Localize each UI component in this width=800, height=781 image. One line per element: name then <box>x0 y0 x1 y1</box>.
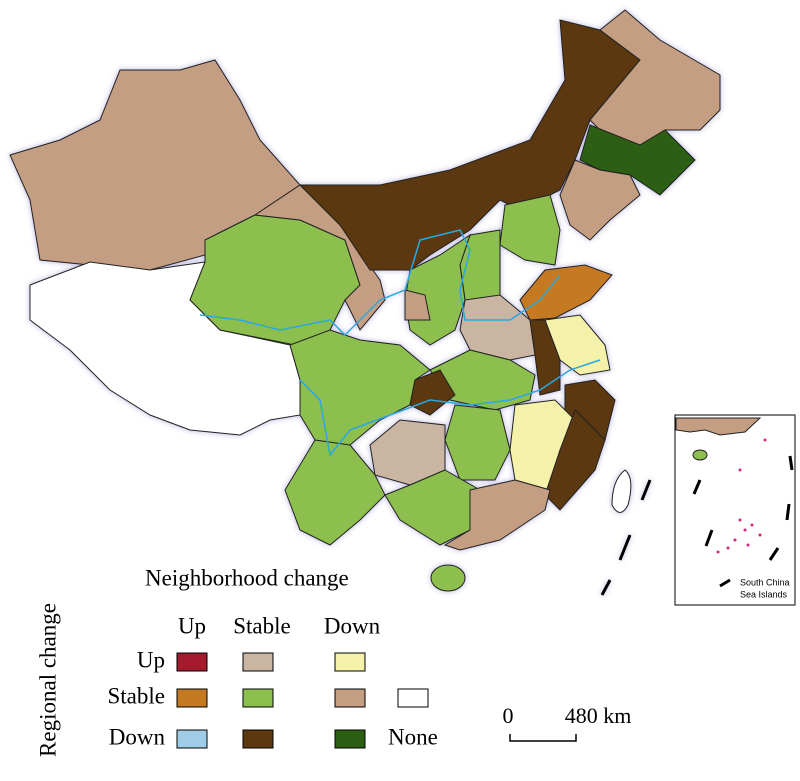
boundary-dash <box>692 455 794 588</box>
river <box>199 229 561 337</box>
boundary-dash <box>600 479 652 596</box>
legend-swatch <box>334 688 366 708</box>
region <box>544 409 606 511</box>
legend-column-label: Down <box>324 613 381 638</box>
map <box>9 9 721 596</box>
inset-label: South China <box>740 577 790 587</box>
region <box>430 564 466 592</box>
region <box>692 449 708 461</box>
inset: South China Sea Islands <box>674 414 796 606</box>
legend-swatch <box>242 652 274 672</box>
legend-row-title: Regional change <box>35 603 60 757</box>
region <box>459 294 536 361</box>
scale-line <box>509 734 577 742</box>
legend-swatch <box>242 729 274 749</box>
scale-label: 480 km <box>565 703 632 728</box>
legend-swatch <box>176 652 208 672</box>
legend-title: Neighborhood change <box>145 565 349 590</box>
legend-swatch <box>176 729 208 749</box>
legend-none-label: None <box>388 724 438 749</box>
inset-label: Sea Islands <box>740 589 788 599</box>
region <box>443 479 551 551</box>
legend-swatch <box>397 688 429 708</box>
legend-swatch <box>334 729 366 749</box>
legend-swatch <box>334 652 366 672</box>
legend: Neighborhood change Regional change Up St… <box>35 565 438 757</box>
legend-swatch <box>176 688 208 708</box>
region <box>611 469 632 513</box>
inset-frame <box>674 414 796 606</box>
legend-row-label: Stable <box>108 683 166 708</box>
region <box>284 439 386 546</box>
islands <box>716 438 767 554</box>
region <box>529 319 561 396</box>
region <box>429 349 536 411</box>
region <box>559 159 641 241</box>
river <box>299 359 601 457</box>
legend-column-label: Up <box>178 613 206 638</box>
legend-row-label: Down <box>109 724 166 749</box>
region <box>675 417 762 436</box>
scale-bar: 0 480 km <box>503 703 632 742</box>
scale-label: 0 <box>503 703 514 728</box>
region <box>404 289 431 321</box>
region <box>579 124 696 196</box>
legend-column-label: Stable <box>233 613 291 638</box>
region <box>499 194 561 266</box>
region <box>519 264 613 321</box>
region <box>444 404 511 481</box>
region <box>589 9 721 146</box>
legend-row-label: Up <box>137 647 165 672</box>
legend-swatch <box>242 688 274 708</box>
